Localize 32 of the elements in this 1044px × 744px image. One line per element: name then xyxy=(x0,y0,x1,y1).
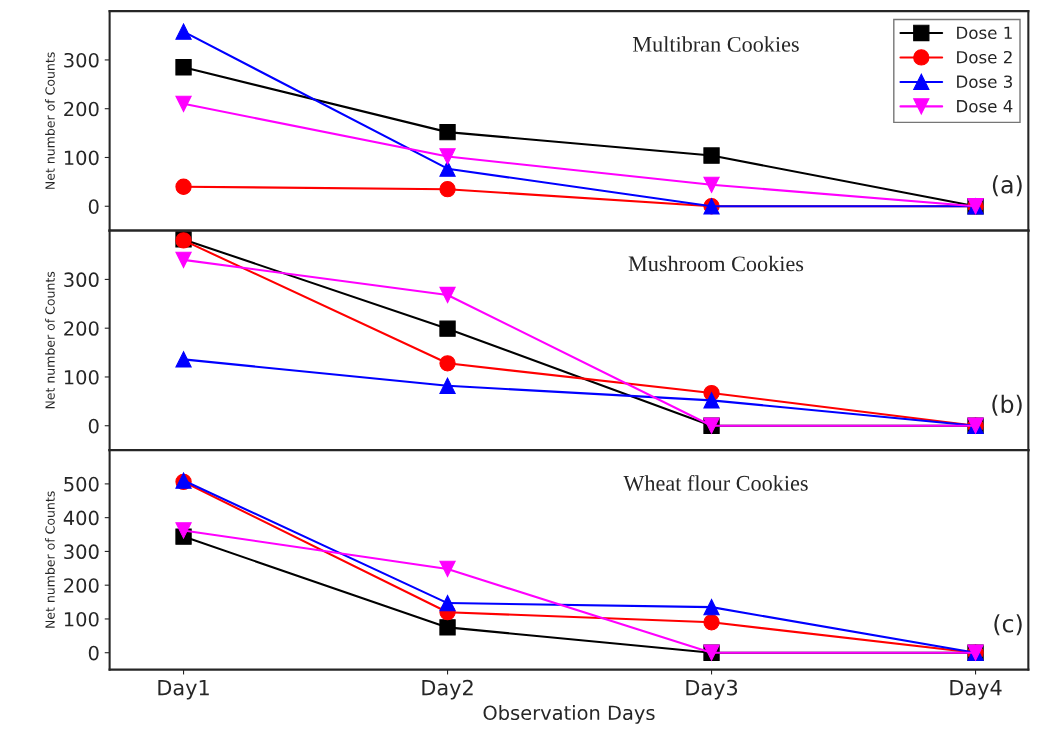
y-tick-label: 400 xyxy=(63,510,99,526)
y-tick-label: 300 xyxy=(64,544,99,560)
y-tick-label: 100 xyxy=(64,369,99,385)
y-tick-label: 0 xyxy=(88,418,99,434)
y-tick-label: 300 xyxy=(64,52,99,68)
x-axis-title: Observation Days xyxy=(483,705,655,724)
y-tick-label: 200 xyxy=(64,321,99,336)
y-tick-label: 500 xyxy=(64,476,99,492)
y-tick-label: 300 xyxy=(64,272,99,288)
y-axis-title: Net number of Counts xyxy=(45,271,55,409)
text: Multibran Cookies xyxy=(632,36,799,52)
y-tick-label: 200 xyxy=(64,101,99,117)
y-axis-title: Net number of Counts xyxy=(45,52,55,189)
x-tick-label: Day4 xyxy=(950,679,1002,700)
x-tick-label: Day2 xyxy=(422,679,473,700)
legend-label: Dose 4 xyxy=(957,100,1013,113)
y-axis-title: Net number of Counts xyxy=(45,491,55,628)
y-tick-label: 0 xyxy=(88,645,99,661)
y-tick-label: 0 xyxy=(88,199,99,214)
x-tick-label: Day1 xyxy=(158,679,209,700)
annotation: (a) xyxy=(992,175,1022,197)
annotation: (c) xyxy=(994,614,1022,636)
x-tick-label: Day3 xyxy=(686,679,738,700)
text: Wheat flour Cookies xyxy=(623,474,808,491)
y-tick-label: 200 xyxy=(64,578,99,593)
legend-label: Dose 3 xyxy=(957,75,1012,88)
legend-label: Dose 1 xyxy=(957,26,1012,40)
text: Mushroom Cookies xyxy=(628,255,804,272)
y-tick-label: 100 xyxy=(64,611,99,627)
y-tick-label: 100 xyxy=(64,150,99,166)
legend-label: Dose 2 xyxy=(957,50,1012,64)
annotation: (b) xyxy=(992,394,1022,416)
